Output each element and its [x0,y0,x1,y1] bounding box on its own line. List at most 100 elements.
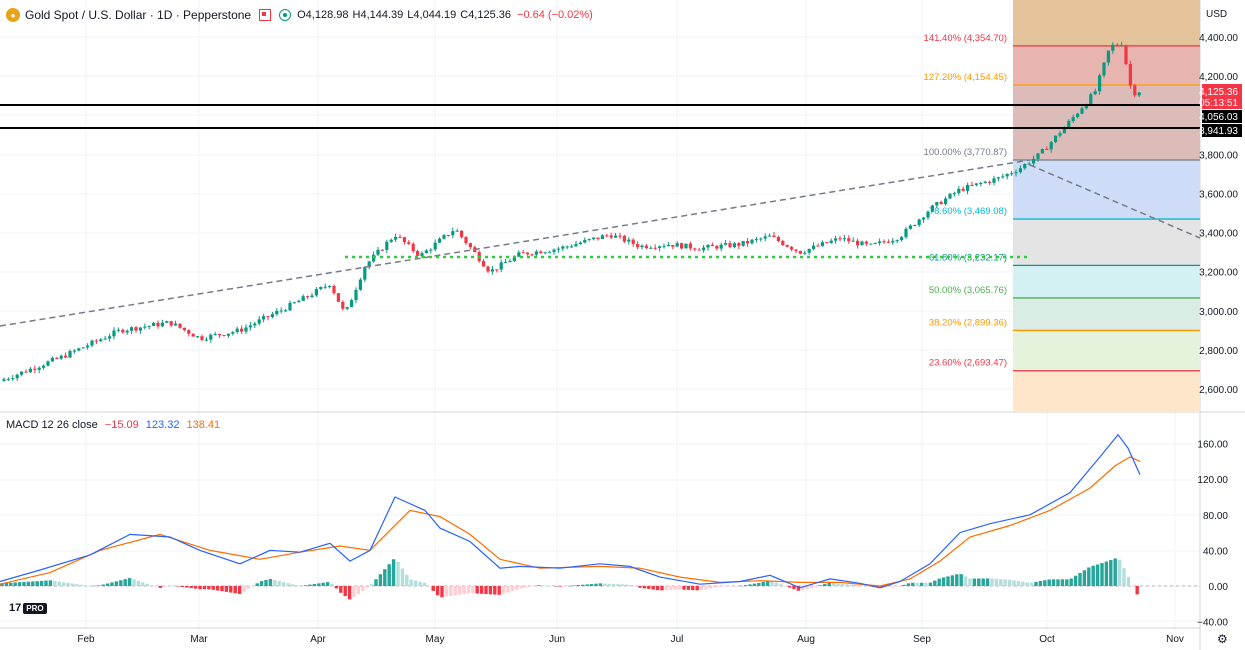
currency-label[interactable]: USD [1206,9,1228,20]
candle-body [552,249,556,252]
macd-histogram-bar [1091,565,1095,586]
macd-histogram-bar [809,586,814,588]
candle-body [332,285,336,294]
macd-histogram-bar [136,580,141,586]
macd-histogram-bar [1082,570,1087,586]
macd-histogram-bar [207,586,211,590]
candle-body [1115,44,1119,46]
macd-histogram-bar [1043,580,1047,586]
candle-body [1018,168,1022,173]
candle-body [882,241,886,243]
macd-histogram-bar [827,582,831,586]
macd-histogram-bar [9,582,13,586]
candle-body [596,237,600,239]
macd-histogram-bar [1069,578,1073,586]
macd-histogram-bar [686,586,691,590]
macd-histogram-bar [97,585,101,586]
macd-tick: 160.00 [1197,440,1228,451]
candle-body [112,330,116,337]
price-tick: 2,800.00 [1199,346,1238,357]
candle-body [922,217,926,220]
trendline-up[interactable] [0,159,1031,327]
macd-histogram-bar [295,585,299,586]
candle-body [125,330,129,333]
price-axis[interactable]: 4,400.00 4,200.00 3,800.00 3,600.00 3,400.00… [1197,33,1242,629]
candle-body [618,235,622,237]
macd-histogram-bar [361,586,365,591]
candle-body [715,246,719,249]
candle-body [64,355,68,358]
fib-level-label: 50.00% (3,065.76) [929,285,1007,296]
candle-body [834,238,838,241]
macd-histogram-bar [440,586,444,598]
time-axis[interactable]: Feb Mar Apr May Jun Jul Aug Sep Oct Nov [77,634,1184,645]
price-tick: 4,200.00 [1199,72,1238,83]
candle-body [838,238,842,240]
candle-body [706,244,710,248]
macd-histogram-bar [1095,564,1100,586]
macd-legend[interactable]: MACD 12 26 close −15.09 123.32 138.41 [6,419,220,431]
fibonacci-extension[interactable]: 141.40% (4,354.70) 127.20% (4,154.45) 100.… [924,0,1200,412]
symbol-title[interactable]: Gold Spot / U.S. Dollar · 1D · Peppersto… [25,8,252,22]
macd-signal-value: 138.41 [186,419,221,431]
candlestick-series [2,42,1141,382]
candle-body [798,250,802,254]
macd-histogram-bar [915,582,919,586]
candle-body [578,242,582,245]
candle-body [842,238,846,240]
close-value: 4,125.36 [468,9,512,21]
time-tick: Oct [1039,634,1055,645]
macd-histogram-bar [224,586,229,592]
macd-histogram-bar [677,586,682,590]
flag-icon[interactable] [259,9,272,21]
macd-histogram-bar [1025,582,1029,586]
macd-histogram-bar [180,586,185,588]
macd-histogram-bar [123,579,127,586]
candle-body [900,237,904,241]
candle-body [11,378,15,380]
candle-body [178,323,182,328]
candle-body [768,235,772,237]
candle-body [662,246,666,248]
candle-body [548,251,552,253]
macd-histogram-bar [792,586,796,590]
line-price-badge[interactable] [1202,124,1242,137]
gear-icon[interactable]: ⚙ [1217,632,1228,646]
macd-histogram-bar [1117,559,1122,586]
macd-histogram-bar [233,586,237,594]
candle-body [50,357,54,362]
line-price-badge[interactable] [1202,110,1242,123]
last-price-badge[interactable] [1202,84,1242,109]
macd-histogram-bar [589,584,594,586]
time-tick: Sep [913,634,931,645]
fib-level-label: 38.20% (2,899.36) [929,317,1007,328]
market-status-icon[interactable] [279,9,292,21]
candle-body [1076,113,1080,118]
drawing-tools[interactable] [0,104,1201,327]
candle-body [499,262,503,270]
candle-body [482,261,486,267]
macd-histogram-bar [431,586,435,591]
macd-histogram-bar [950,575,955,586]
macd-histogram-bar [994,578,999,586]
candle-body [262,316,266,320]
tradingview-logo[interactable]: 17 PRO [9,602,47,614]
macd-histogram-bar [101,584,105,586]
last-price-value: 4,125.36 [1199,87,1238,98]
candle-body [301,296,305,301]
candle-body [605,235,609,237]
candle-body [517,252,521,257]
macd-histogram-bar [774,582,779,586]
candle-body [614,235,618,238]
macd-histogram-bar [259,581,264,586]
candle-body [746,240,750,244]
candle-body [530,254,534,256]
candle-body [851,240,855,242]
candle-body [732,243,736,248]
candle-body [1010,173,1014,175]
candle-body [1062,127,1066,134]
candle-body [895,240,899,242]
macd-histogram-bar [537,585,541,586]
trendline-down[interactable] [1029,164,1201,239]
